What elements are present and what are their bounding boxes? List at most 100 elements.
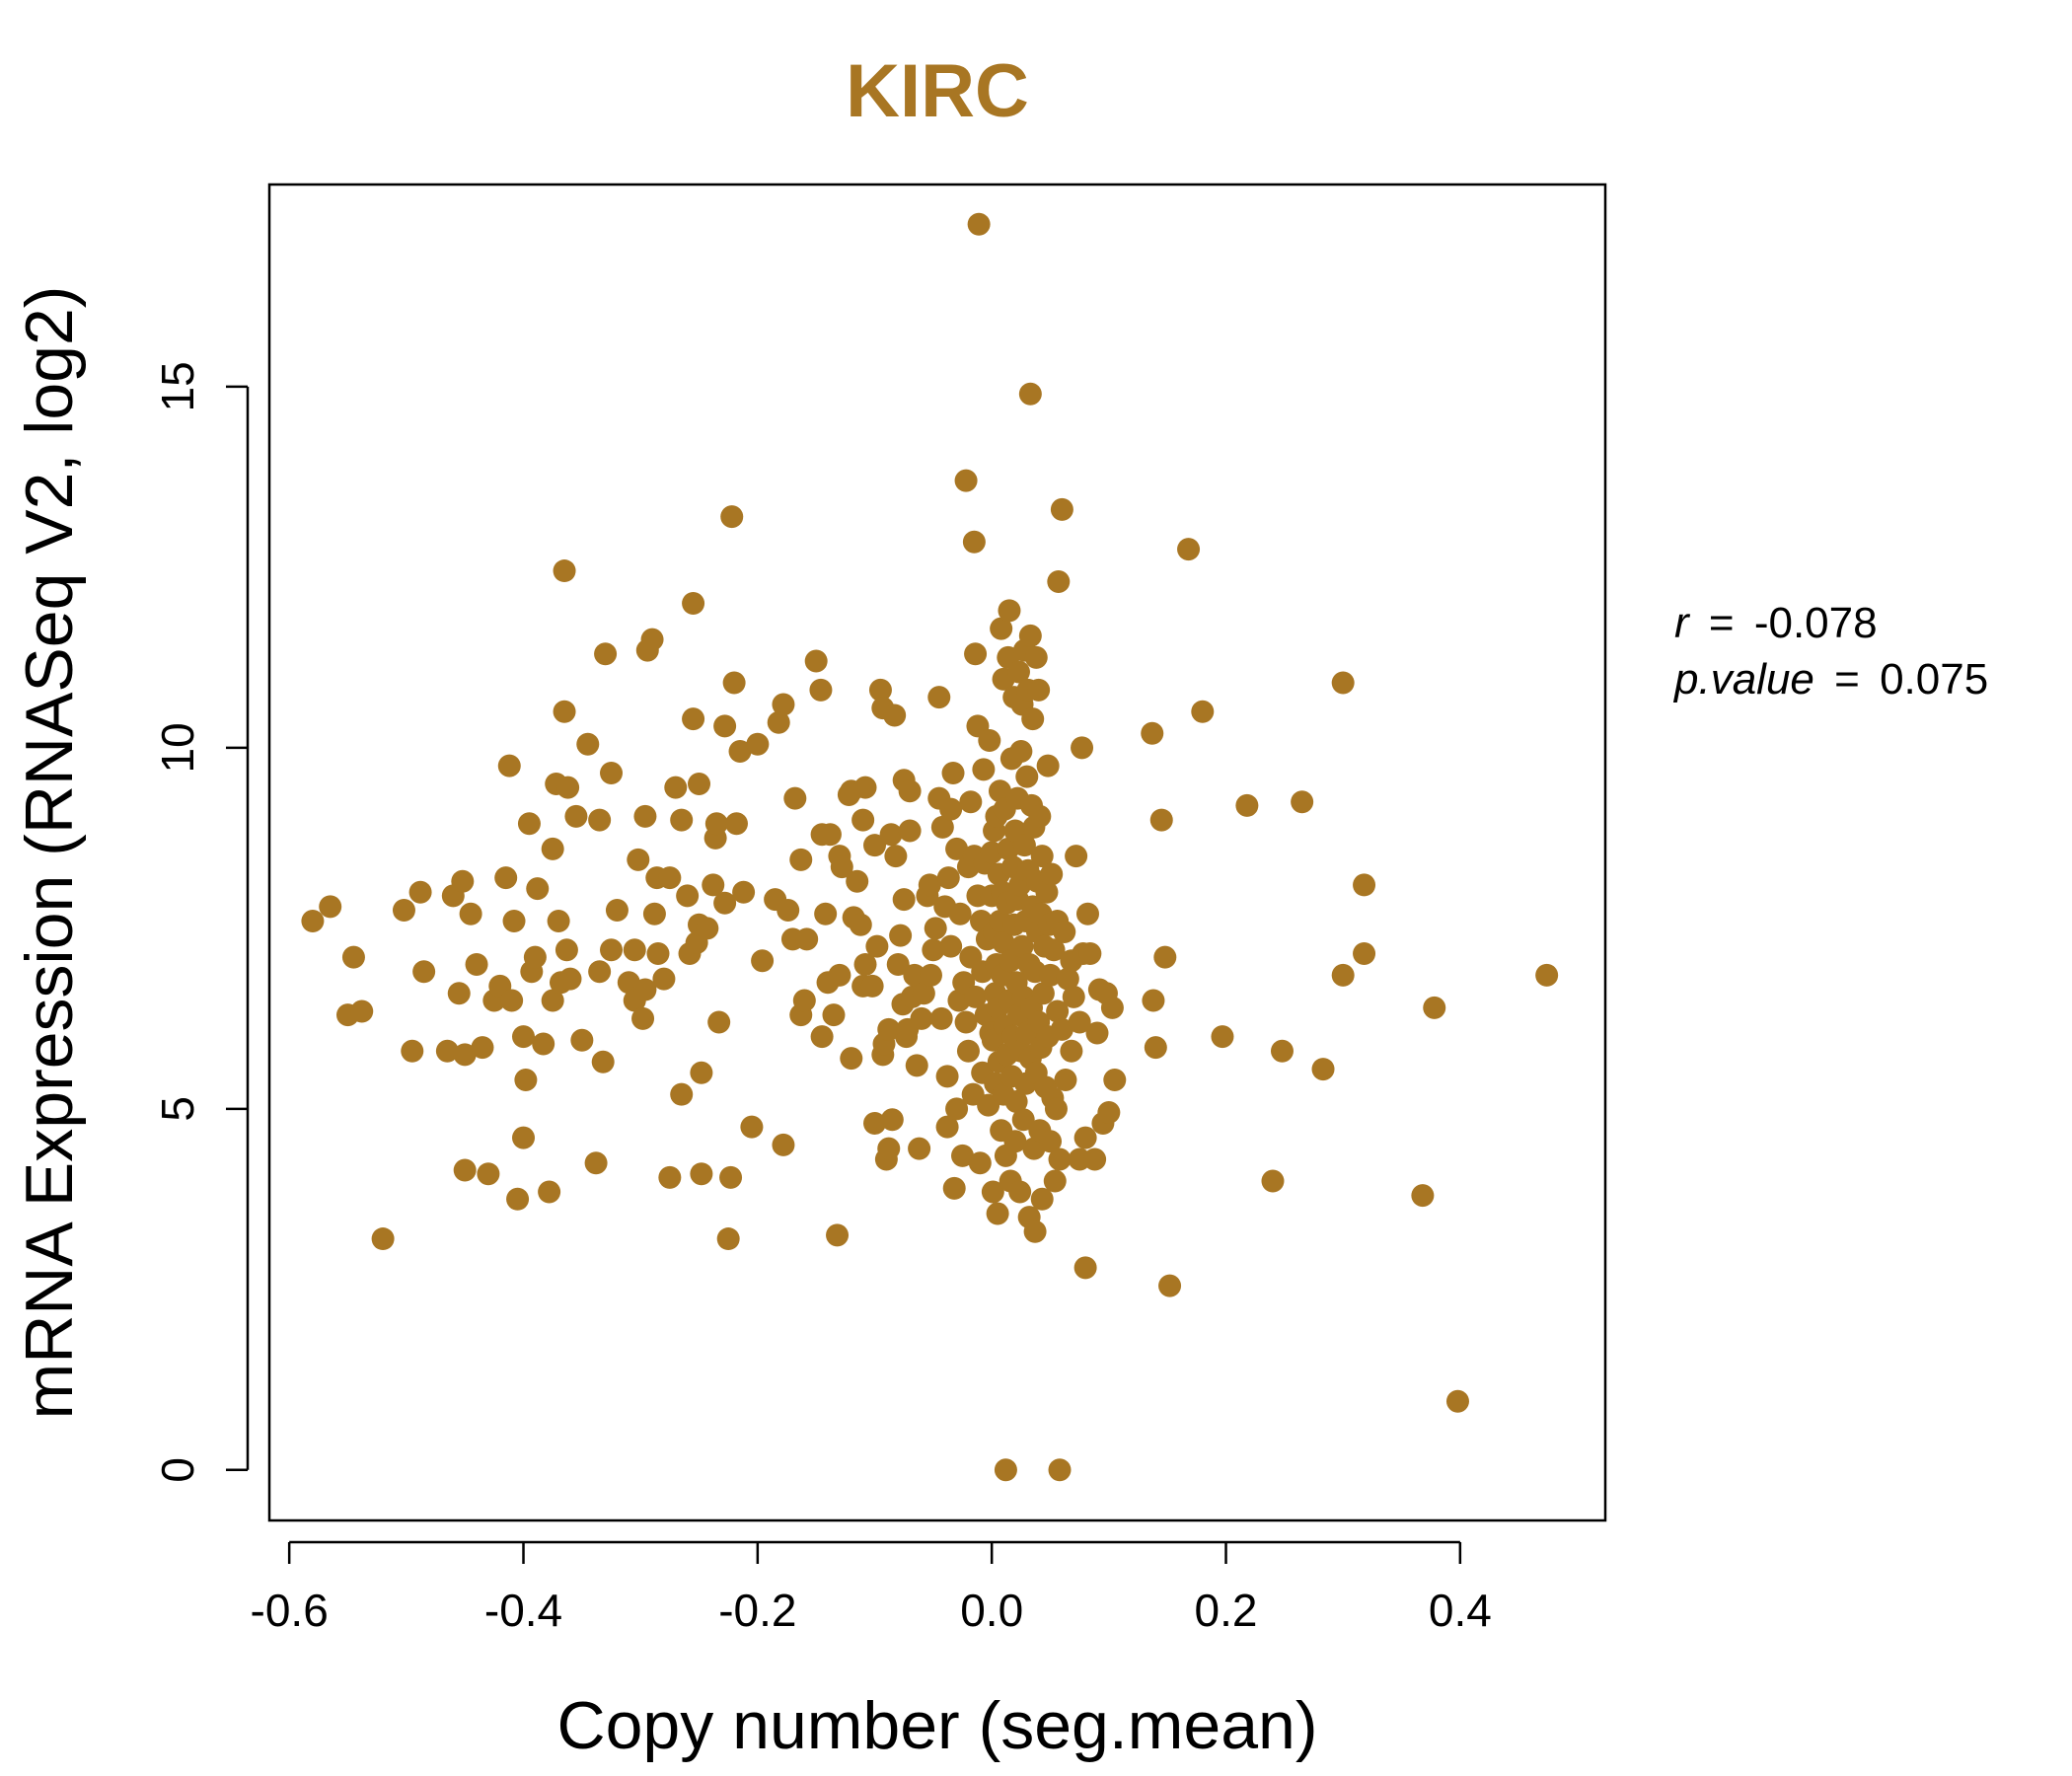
data-point [851, 808, 875, 832]
x-axis-title: Copy number (seg.mean) [556, 1688, 1317, 1763]
data-point [830, 855, 853, 879]
data-point [884, 845, 908, 868]
data-point [1062, 985, 1085, 1008]
data-point [341, 945, 365, 969]
data-point [408, 880, 432, 904]
data-point [1024, 645, 1048, 669]
data-point [792, 989, 816, 1012]
data-point [688, 772, 711, 795]
data-point [929, 1006, 953, 1030]
data-point [713, 891, 737, 915]
data-point [1044, 1097, 1068, 1121]
data-point [1042, 938, 1066, 962]
x-tick-label: 0.2 [1195, 1585, 1258, 1636]
data-point [658, 1165, 682, 1189]
data-point [1035, 880, 1059, 904]
data-point [1078, 941, 1102, 965]
data-point [898, 819, 922, 843]
data-point [1040, 862, 1064, 886]
data-point [690, 1162, 713, 1186]
data-point [633, 978, 657, 1001]
plot-frame [267, 183, 1607, 1522]
data-point [570, 1028, 594, 1052]
data-point [945, 837, 969, 860]
p-value-statistic: p.value = 0.075 [1672, 655, 1988, 703]
data-point [777, 899, 800, 923]
data-point [664, 776, 688, 799]
data-point [1053, 921, 1076, 944]
data-point [964, 985, 988, 1008]
data-point [968, 1151, 992, 1175]
data-point [707, 1010, 731, 1034]
data-point [553, 559, 576, 583]
data-point [728, 740, 752, 764]
data-point [497, 754, 521, 777]
data-point [826, 1223, 850, 1247]
data-point [716, 1227, 740, 1251]
y-tick-label: 5 [152, 1096, 203, 1122]
data-point [652, 967, 676, 991]
data-point [990, 617, 1013, 640]
data-point [1048, 1147, 1072, 1171]
data-point [1028, 804, 1052, 828]
data-point [912, 982, 935, 1005]
data-point [939, 934, 963, 958]
data-point [998, 599, 1021, 623]
data-point [553, 700, 576, 723]
p-value: 0.075 [1880, 655, 1988, 703]
data-point [506, 1187, 530, 1211]
data-point [804, 649, 828, 673]
data-point [941, 761, 965, 784]
data-point [930, 815, 954, 839]
data-point [1103, 1069, 1127, 1092]
data-point [690, 1061, 713, 1084]
data-point [880, 1108, 904, 1132]
data-point [713, 714, 737, 738]
data-point [877, 1137, 901, 1160]
data-point [453, 1158, 477, 1182]
data-point [1036, 754, 1060, 777]
data-point [564, 804, 588, 828]
data-point [954, 1010, 978, 1034]
data-point [591, 1050, 615, 1073]
data-point [986, 1202, 1009, 1225]
data-point [795, 927, 819, 951]
data-point [1039, 963, 1063, 987]
data-point [1075, 902, 1099, 925]
data-point [865, 934, 889, 958]
data-point [822, 1003, 846, 1027]
r-statistic: r = -0.078 [1674, 599, 1878, 647]
x-tick-label: -0.2 [718, 1585, 796, 1636]
data-point [910, 1006, 933, 1030]
data-point [646, 941, 670, 965]
data-point [1083, 1147, 1107, 1171]
data-point [732, 880, 756, 904]
data-point [936, 866, 960, 890]
data-point [514, 1069, 538, 1092]
data-point [547, 910, 570, 933]
data-point [956, 1039, 980, 1063]
data-point [846, 869, 869, 893]
data-point [682, 707, 705, 731]
data-point [392, 899, 415, 923]
data-point [1235, 793, 1259, 817]
data-point [526, 877, 550, 901]
data-point [1291, 790, 1314, 814]
data-point [350, 999, 374, 1023]
data-point [1030, 1187, 1054, 1211]
data-point [1027, 678, 1051, 702]
data-point [696, 917, 719, 940]
data-point [435, 1039, 459, 1063]
data-point [746, 732, 770, 756]
data-point [401, 1039, 424, 1063]
data-point [1261, 1169, 1285, 1193]
data-point [477, 1162, 500, 1186]
data-point [810, 1025, 834, 1049]
data-point [988, 779, 1011, 803]
data-point [453, 1043, 477, 1067]
data-point [670, 808, 694, 832]
data-point [512, 1126, 536, 1149]
data-point [640, 628, 664, 651]
data-point [670, 1082, 694, 1106]
